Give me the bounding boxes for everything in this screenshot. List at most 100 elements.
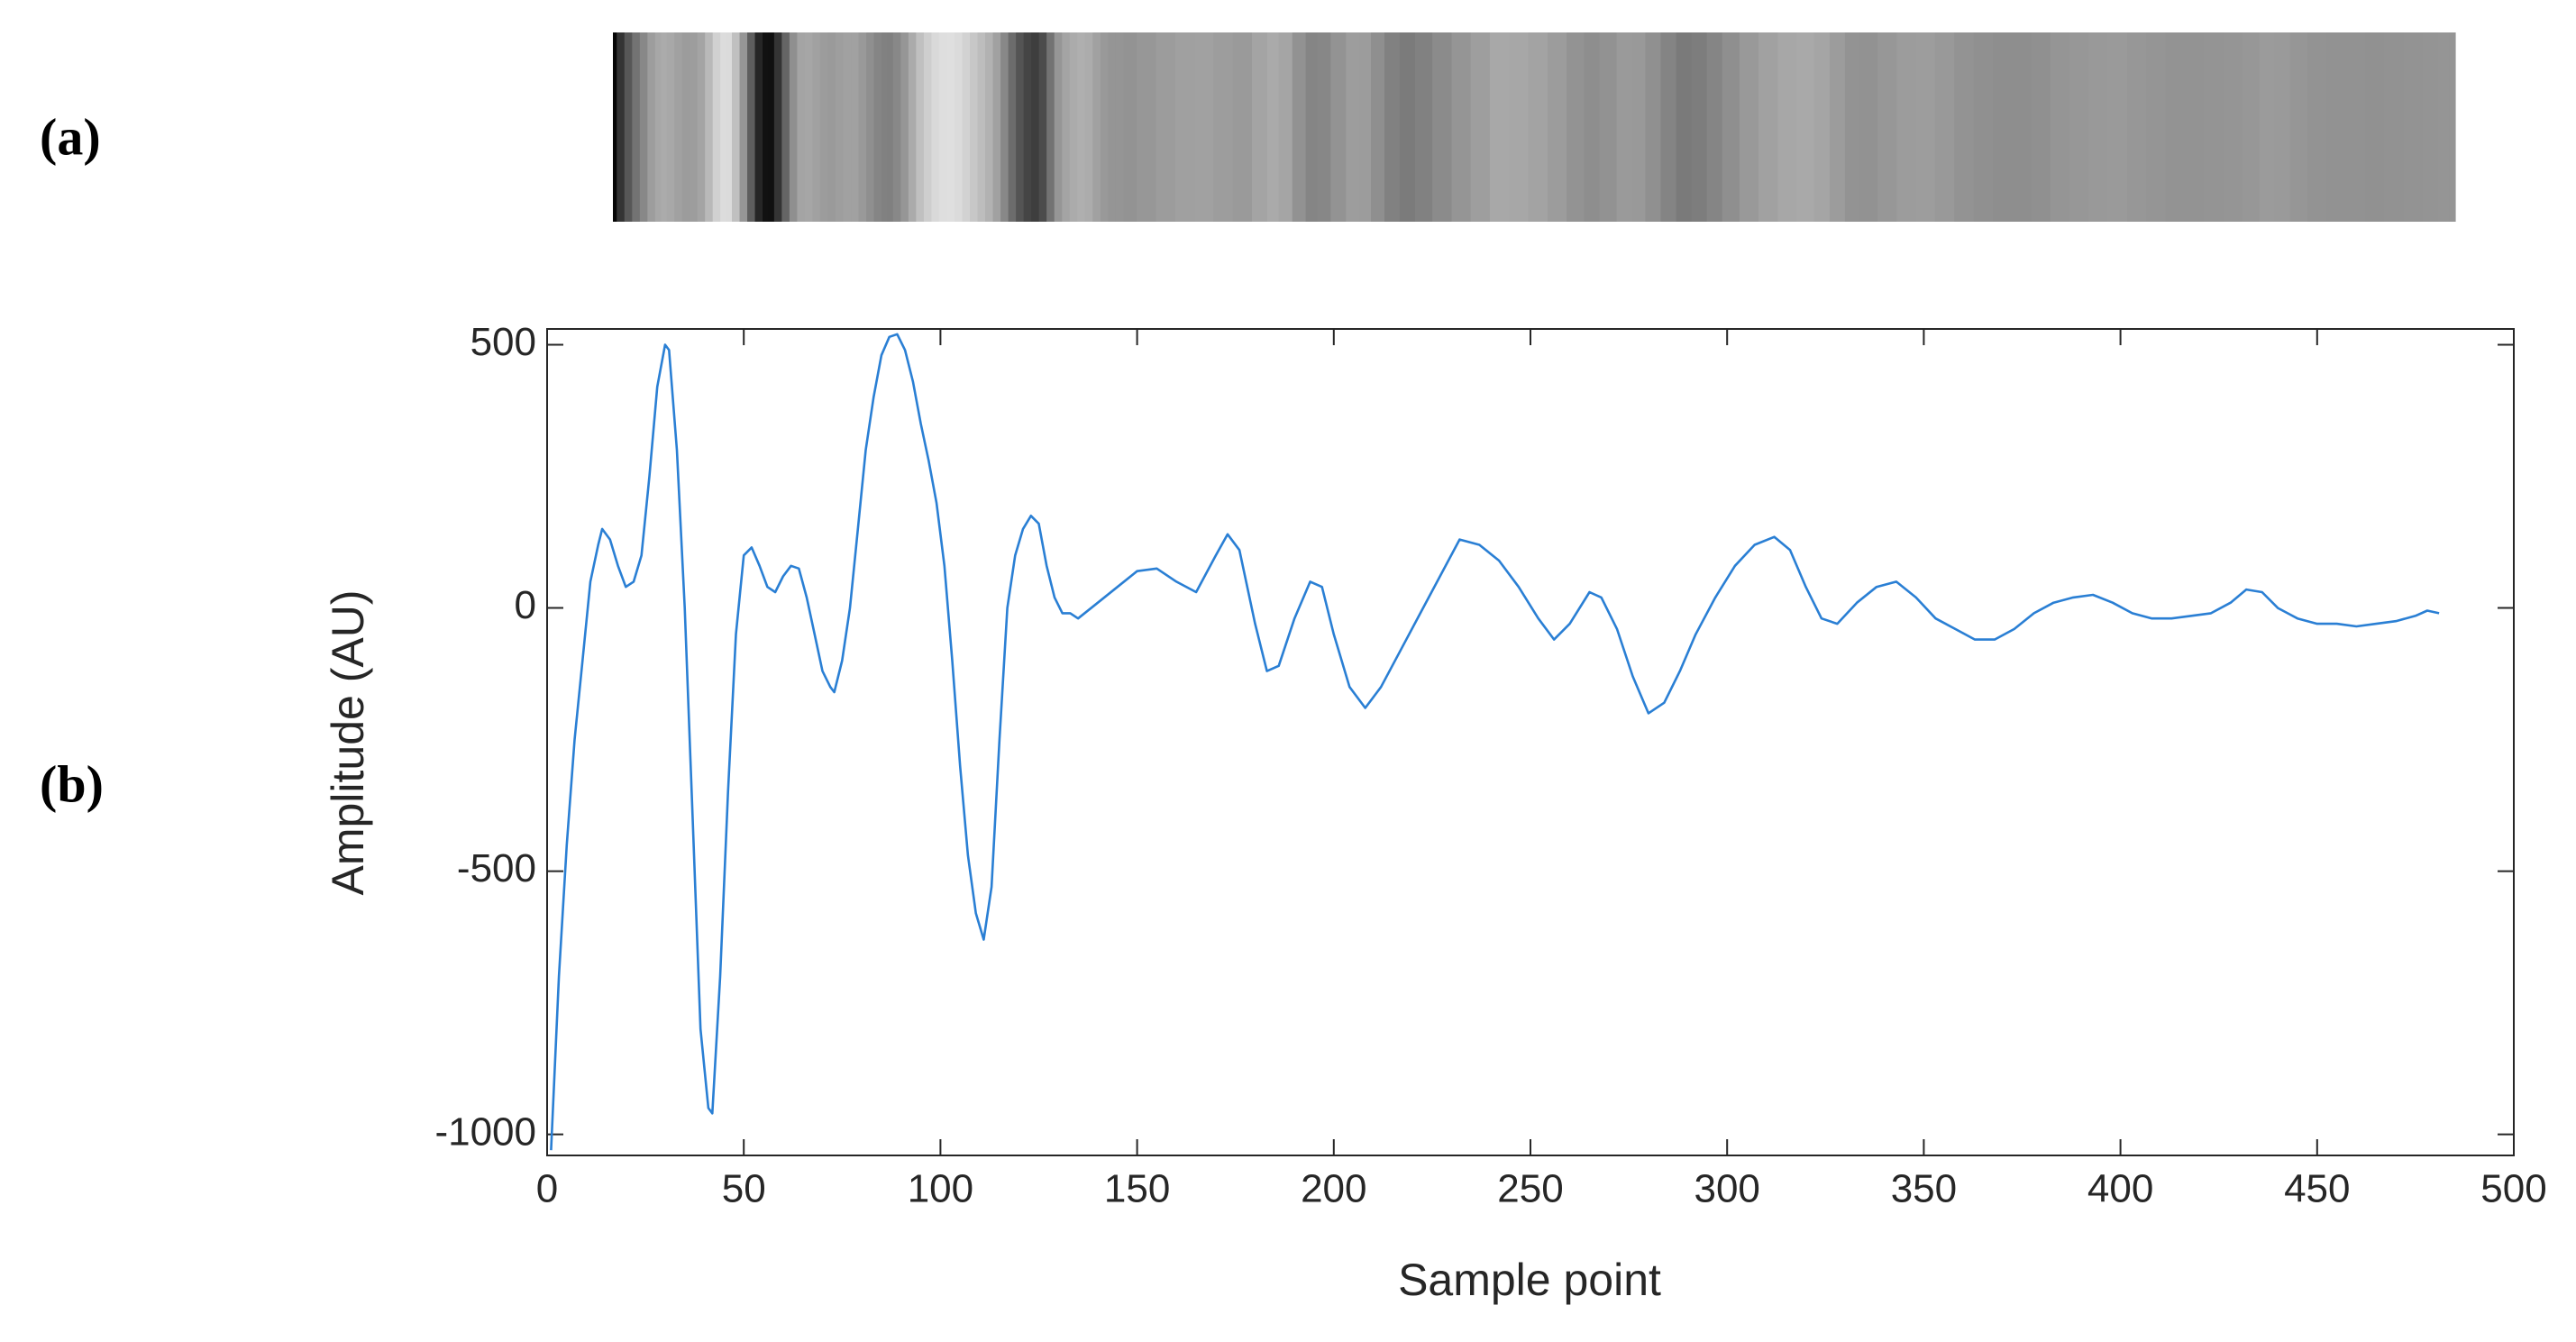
strip-cell: [624, 32, 633, 222]
strip-cell: [1490, 32, 1510, 222]
strip-cell: [819, 32, 829, 222]
strip-cell: [2088, 32, 2109, 222]
y-tick-label: 500: [470, 320, 536, 364]
strip-cell: [812, 32, 821, 222]
x-tick-label: 450: [2284, 1167, 2350, 1211]
y-axis-label: Amplitude (AU): [323, 590, 373, 896]
strip-cell: [970, 32, 979, 222]
strip-cell: [2069, 32, 2089, 222]
strip-cell: [1399, 32, 1416, 222]
strip-cell: [946, 32, 955, 222]
x-tick-label: 500: [2480, 1167, 2546, 1211]
strip-cell: [789, 32, 798, 222]
strip-cell: [2126, 32, 2147, 222]
x-tick-label: 300: [1694, 1167, 1759, 1211]
strip-cell: [1115, 32, 1124, 222]
strip-cell: [1451, 32, 1472, 222]
strip-cell: [1547, 32, 1567, 222]
strip-cell: [804, 32, 814, 222]
strip-cell: [1599, 32, 1618, 222]
strip-cell: [639, 32, 648, 222]
strip-cell: [1174, 32, 1195, 222]
signal-line: [550, 333, 2440, 1151]
y-tick-label: -1000: [434, 1109, 536, 1154]
strip-cell: [1934, 32, 1955, 222]
strip-cell: [1317, 32, 1331, 222]
strip-cell: [1016, 32, 1025, 222]
strip-cell: [1213, 32, 1234, 222]
strip-cell: [654, 32, 662, 222]
strip-cell: [2050, 32, 2070, 222]
strip-cell: [1092, 32, 1101, 222]
strip-cell: [1758, 32, 1779, 222]
strip-cell: [1384, 32, 1401, 222]
strip-cell: [768, 32, 775, 222]
strip-cell: [1252, 32, 1268, 222]
x-tick-label: 0: [536, 1167, 558, 1211]
x-tick-label: 100: [908, 1167, 973, 1211]
strip-cell: [797, 32, 806, 222]
strip-cell: [1739, 32, 1759, 222]
strip-cell: [931, 32, 940, 222]
strip-cell: [1414, 32, 1433, 222]
strip-cell: [1232, 32, 1253, 222]
strip-cell: [1330, 32, 1347, 222]
strip-cell: [1100, 32, 1109, 222]
strip-cell: [1777, 32, 1798, 222]
intensity-strip: [613, 32, 2456, 222]
strip-cell: [1645, 32, 1662, 222]
strip-cell: [900, 32, 909, 222]
y-tick-label: -500: [457, 846, 536, 890]
strip-cell: [1844, 32, 1861, 222]
strip-cell: [781, 32, 790, 222]
strip-cell: [674, 32, 683, 222]
strip-cell: [1077, 32, 1086, 222]
strip-cell: [887, 32, 894, 222]
strip-cell: [1813, 32, 1831, 222]
strip-cell: [647, 32, 656, 222]
strip-cell: [739, 32, 748, 222]
strip-cell: [977, 32, 986, 222]
strip-cell: [908, 32, 918, 222]
strip-cell: [1038, 32, 1047, 222]
strip-cell: [1631, 32, 1647, 222]
strip-cell: [1896, 32, 1917, 222]
strip-cell: [2437, 32, 2451, 222]
y-tick-label: 0: [515, 583, 536, 627]
strip-cell: [1676, 32, 1693, 222]
strip-cell: [1371, 32, 1385, 222]
strip-cell: [661, 32, 668, 222]
strip-cell: [2364, 32, 2385, 222]
strip-cell: [1123, 32, 1137, 222]
strip-cell: [1278, 32, 1293, 222]
strip-cell: [1062, 32, 1071, 222]
strip-cell: [923, 32, 933, 222]
strip-cell: [773, 32, 782, 222]
strip-cell: [882, 32, 889, 222]
strip-cell: [1292, 32, 1307, 222]
strip-cell: [632, 32, 641, 222]
strip-cell: [2307, 32, 2327, 222]
strip-cell: [962, 32, 971, 222]
strip-cell: [2422, 32, 2439, 222]
strip-cell: [1616, 32, 1633, 222]
strip-cell: [1796, 32, 1815, 222]
strip-cell: [1992, 32, 2013, 222]
strip-cell: [666, 32, 675, 222]
strip-cell: [858, 32, 867, 222]
strip-cell: [1706, 32, 1723, 222]
strip-cell: [866, 32, 875, 222]
strip-cell: [2012, 32, 2032, 222]
strip-cell: [1470, 32, 1491, 222]
strip-cell: [1267, 32, 1280, 222]
strip-cell: [613, 32, 617, 222]
strip-cell: [2223, 32, 2243, 222]
plot-area: [547, 329, 2514, 1155]
strip-cell: [1691, 32, 1708, 222]
strip-cell: [843, 32, 852, 222]
x-tick-label: 150: [1104, 1167, 1170, 1211]
strip-cell: [1859, 32, 1878, 222]
strip-cell: [2242, 32, 2261, 222]
x-axis-label: Sample point: [1398, 1255, 1661, 1305]
